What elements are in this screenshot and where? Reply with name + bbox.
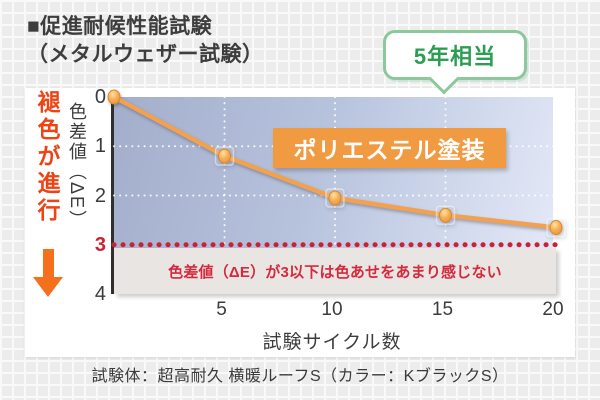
x-tick-label: 5: [216, 299, 227, 320]
x-axis-title: 試験サイクル数: [262, 332, 402, 353]
data-point-marker: [328, 190, 342, 206]
down-arrow-icon: [43, 249, 54, 278]
y-tick-label: 3: [94, 233, 106, 256]
five-year-badge-text: 5年相当: [413, 44, 497, 69]
page-title-line-1: ■促進耐候性能試験: [27, 15, 213, 38]
threshold-note-band: 色差値（ΔE）が3以下は色あせをあまり感じない: [114, 248, 556, 294]
data-point-marker: [439, 207, 452, 223]
y-tick-label: 1: [94, 135, 106, 158]
series-label-text: ポリエステル塗装: [293, 137, 486, 163]
specimen-caption: 試験体：超高耐久 横暖ルーフS（カラー：KブラックS）: [91, 368, 509, 385]
data-point-marker: [107, 89, 121, 105]
fade-progress-label: 褪色が進行: [34, 90, 60, 225]
series-label-box: ポリエステル塗装: [273, 128, 506, 168]
y-axis-title: 色差値（ΔE）: [67, 102, 87, 231]
x-tick-label: 10: [321, 299, 343, 320]
page-title: ■促進耐候性能試験 （メタルウェザー試験）: [27, 13, 264, 69]
x-tick-label: 20: [542, 299, 564, 320]
y-tick-label: 2: [94, 184, 106, 207]
chart-plot-area: 色差値（ΔE）が3以下は色あせをあまり感じない: [107, 89, 566, 294]
x-tick-label: 15: [431, 299, 454, 320]
page-title-line-2: （メタルウェザー試験）: [27, 43, 264, 66]
down-arrow-icon: [33, 277, 63, 297]
y-tick-label: 0: [94, 86, 106, 108]
chart-canvas: [107, 89, 566, 248]
data-point-marker: [549, 220, 563, 236]
threshold-note-text: 色差値（ΔE）が3以下は色あせをあまり感じない: [168, 263, 502, 281]
data-point-marker: [218, 148, 231, 164]
y-tick-label: 4: [94, 283, 106, 305]
five-year-badge: 5年相当: [383, 30, 527, 80]
